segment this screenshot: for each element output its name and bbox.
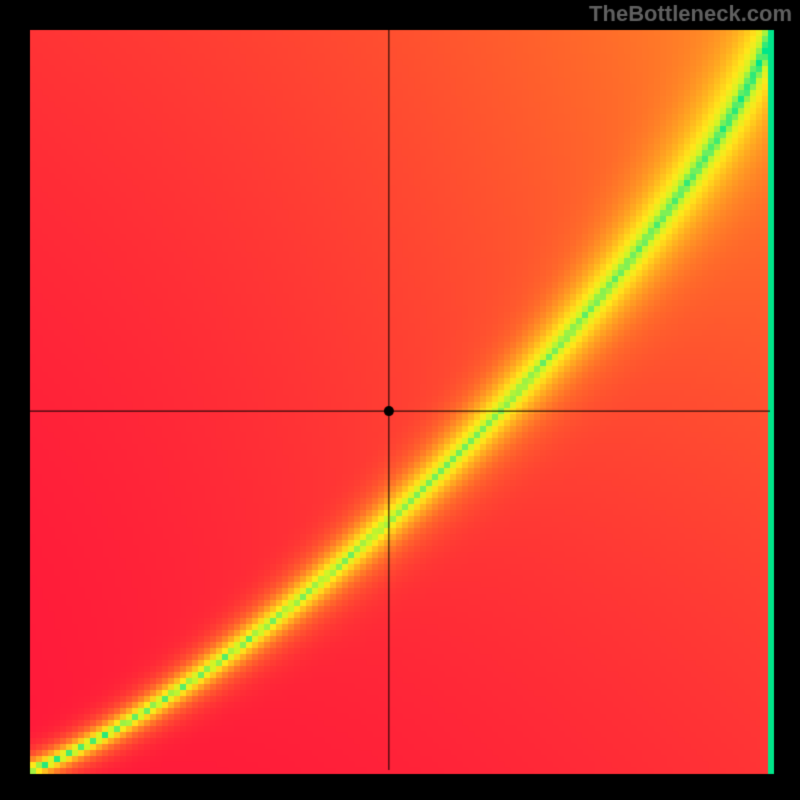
bottleneck-heatmap bbox=[0, 0, 800, 800]
